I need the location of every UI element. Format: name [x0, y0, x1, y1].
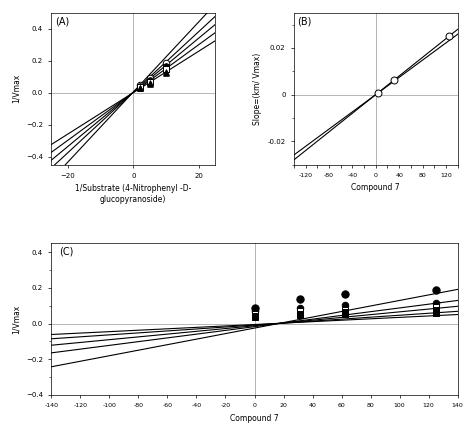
Point [445, 33, 453, 40]
Point [296, 310, 304, 317]
Point [136, 82, 143, 89]
Point [432, 304, 439, 311]
Point [432, 299, 439, 306]
Point [146, 79, 153, 85]
Point [432, 309, 439, 316]
X-axis label: 1/Substrate (4-Nitrophenyl -D-
glucopyranoside): 1/Substrate (4-Nitrophenyl -D- glucopyra… [75, 184, 191, 204]
Point [163, 63, 170, 70]
Point [163, 66, 170, 73]
Point [163, 60, 170, 67]
Point [296, 312, 304, 319]
Point [146, 81, 153, 88]
Text: (C): (C) [59, 247, 74, 256]
Text: (A): (A) [55, 16, 69, 26]
Point [296, 308, 304, 315]
Text: (B): (B) [297, 16, 311, 26]
Point [146, 77, 153, 84]
Point [251, 304, 258, 311]
Point [146, 80, 153, 87]
X-axis label: Compound 7: Compound 7 [230, 414, 279, 423]
Point [432, 286, 439, 293]
Point [251, 312, 258, 319]
Y-axis label: 1/Vmax: 1/Vmax [12, 305, 21, 334]
Point [341, 306, 349, 313]
Point [251, 314, 258, 321]
Point [341, 291, 349, 298]
Point [136, 83, 143, 90]
Point [136, 85, 143, 92]
Point [296, 304, 304, 311]
Point [374, 89, 382, 96]
Point [390, 76, 398, 83]
Point [341, 311, 349, 318]
Point [163, 68, 170, 75]
Y-axis label: Slope=(km/ Vmax): Slope=(km/ Vmax) [253, 53, 262, 125]
Point [136, 82, 143, 89]
Point [296, 296, 304, 302]
Point [251, 310, 258, 317]
Point [341, 302, 349, 309]
Point [251, 308, 258, 315]
X-axis label: Compound 7: Compound 7 [352, 184, 400, 192]
Y-axis label: 1/Vmax: 1/Vmax [12, 74, 21, 103]
Point [146, 74, 153, 81]
Point [163, 70, 170, 77]
Point [432, 307, 439, 314]
Point [341, 309, 349, 316]
Point [136, 84, 143, 91]
